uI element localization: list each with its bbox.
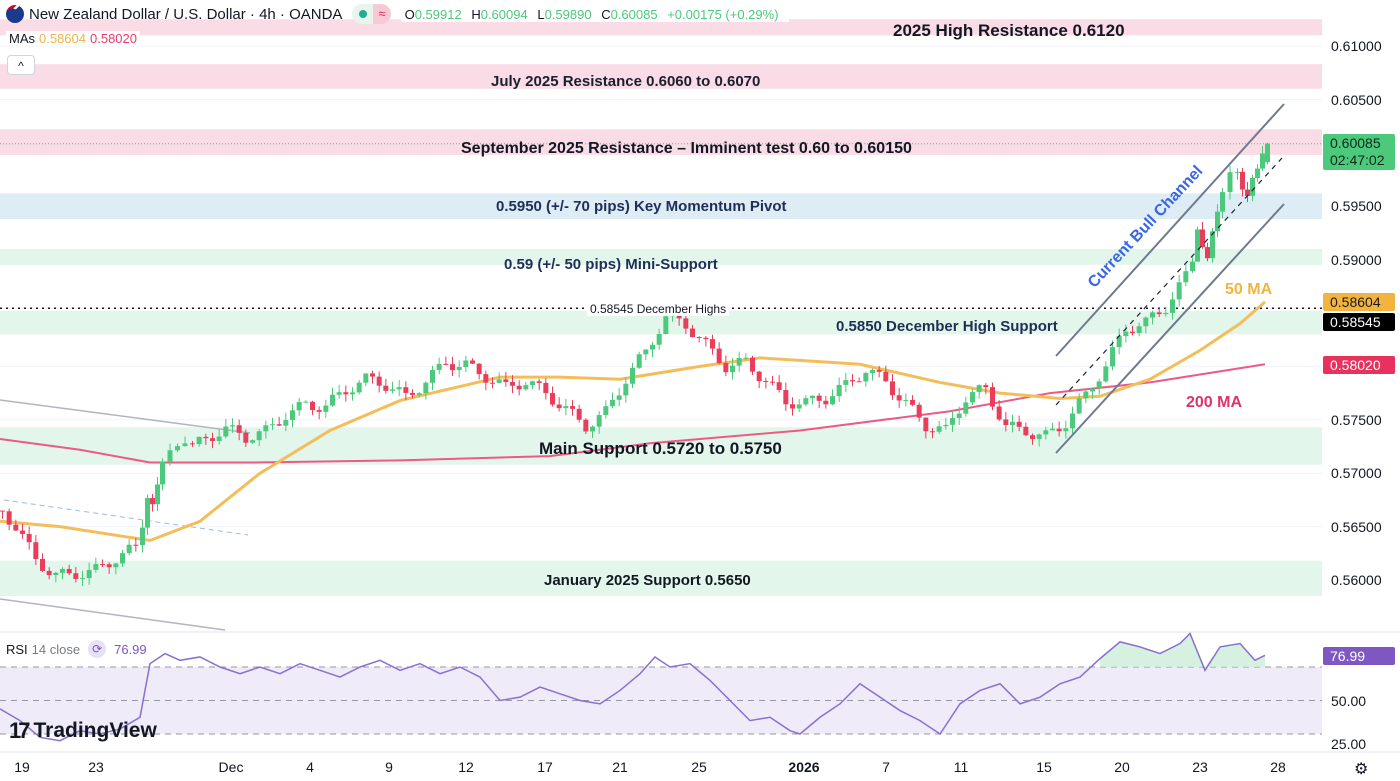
rsi-tick: 50.00 bbox=[1331, 693, 1367, 709]
annotation-july-2025-resistance: July 2025 Resistance 0.6060 to 0.6070 bbox=[491, 73, 761, 90]
price-tick: 0.61000 bbox=[1331, 38, 1382, 54]
collapse-legend-button[interactable]: ^ bbox=[7, 55, 35, 75]
ma200-price-tag: 0.58020 bbox=[1323, 356, 1395, 374]
rsi-label: RSI bbox=[6, 641, 28, 657]
december-high-price-tag: 0.58545 bbox=[1323, 313, 1395, 331]
annotation-main-support: Main Support 0.5720 to 0.5750 bbox=[539, 439, 782, 458]
change-value: +0.00175 (+0.29%) bbox=[667, 6, 779, 22]
gear-icon[interactable]: ⚙ bbox=[1354, 761, 1369, 778]
price-tick: 0.57000 bbox=[1331, 465, 1382, 481]
time-tick: 23 bbox=[1192, 759, 1208, 775]
annotation-sept-2025-resistance: September 2025 Resistance – Imminent tes… bbox=[461, 140, 912, 157]
rsi-tick: 25.00 bbox=[1331, 736, 1367, 752]
market-status-pill[interactable]: ≈ bbox=[352, 4, 391, 24]
rsi-value-tag: 76.99 bbox=[1323, 647, 1395, 665]
chevron-up-icon: ^ bbox=[18, 59, 24, 73]
rsi-params: 14 close bbox=[31, 641, 81, 657]
time-tick: 17 bbox=[537, 759, 553, 775]
market-open-dot-icon bbox=[359, 10, 368, 18]
annotation-key-momentum-pivot: 0.5950 (+/- 70 pips) Key Momentum Pivot bbox=[496, 198, 787, 215]
ma200-value: 0.58020 bbox=[90, 31, 137, 46]
nzd-usd-flag-icon bbox=[6, 5, 24, 23]
price-tick: 0.57500 bbox=[1331, 412, 1382, 428]
close-label: C bbox=[601, 6, 611, 22]
moving-averages-legend[interactable]: MAs 0.58604 0.58020 bbox=[6, 31, 140, 46]
refresh-cycle-icon: ⟳ bbox=[88, 640, 107, 658]
close-value: 0.60085 bbox=[610, 6, 658, 22]
tradingview-wordmark: TradingView bbox=[33, 719, 157, 742]
annotation-200-ma: 200 MA bbox=[1186, 394, 1243, 411]
annotation-2025-high-resistance: 2025 High Resistance 0.6120 bbox=[893, 21, 1125, 40]
rsi-legend[interactable]: RSI 14 close ⟳ 76.99 bbox=[6, 640, 147, 658]
time-tick: 9 bbox=[385, 759, 393, 775]
price-tick: 0.56000 bbox=[1331, 572, 1382, 588]
ohlc-values: O0.59912 H0.60094 L0.59890 C0.60085 +0.0… bbox=[400, 6, 789, 22]
price-tick: 0.56500 bbox=[1331, 519, 1382, 535]
annotation-december-highs: 0.58545 December Highs bbox=[587, 302, 730, 316]
mas-label: MAs bbox=[9, 31, 35, 46]
time-tick: 15 bbox=[1036, 759, 1052, 775]
ma50-price-tag: 0.58604 bbox=[1323, 293, 1395, 311]
time-tick: 7 bbox=[882, 759, 890, 775]
last-price-value: 0.60085 bbox=[1330, 135, 1381, 151]
tradingview-logo[interactable]: 17 TradingView bbox=[9, 718, 157, 744]
time-tick: 25 bbox=[691, 759, 707, 775]
time-tick-year: 2026 bbox=[788, 759, 820, 775]
last-price-tag: 0.60085 02:47:02 bbox=[1323, 134, 1395, 170]
price-tick: 0.59000 bbox=[1331, 252, 1382, 268]
time-tick: 20 bbox=[1114, 759, 1130, 775]
tradingview-mark-icon: 17 bbox=[9, 718, 31, 743]
price-tick: 0.59500 bbox=[1331, 198, 1382, 214]
low-value: 0.59890 bbox=[544, 6, 592, 22]
annotation-50-ma: 50 MA bbox=[1225, 281, 1273, 298]
bar-countdown: 02:47:02 bbox=[1330, 152, 1385, 168]
time-tick: 21 bbox=[612, 759, 628, 775]
wave-icon: ≈ bbox=[373, 4, 391, 24]
time-tick: 4 bbox=[306, 759, 314, 775]
symbol-title[interactable]: New Zealand Dollar / U.S. Dollar · 4h · … bbox=[29, 5, 343, 23]
time-tick: 11 bbox=[953, 759, 969, 775]
time-tick: 28 bbox=[1270, 759, 1286, 775]
ma50-value: 0.58604 bbox=[39, 31, 86, 46]
annotation-mini-support: 0.59 (+/- 50 pips) Mini-Support bbox=[504, 256, 718, 273]
high-value: 0.60094 bbox=[480, 6, 528, 22]
annotation-december-high-support: 0.5850 December High Support bbox=[836, 318, 1058, 335]
rsi-value: 76.99 bbox=[114, 641, 147, 657]
time-tick: 12 bbox=[458, 759, 474, 775]
low-label: L bbox=[537, 6, 545, 22]
price-tick: 0.60500 bbox=[1331, 92, 1382, 108]
open-value: 0.59912 bbox=[414, 6, 462, 22]
time-tick: 23 bbox=[88, 759, 104, 775]
symbol-legend: New Zealand Dollar / U.S. Dollar · 4h · … bbox=[6, 4, 789, 24]
annotation-january-2025-support: January 2025 Support 0.5650 bbox=[544, 572, 751, 589]
time-tick: 19 bbox=[14, 759, 30, 775]
open-label: O bbox=[404, 6, 415, 22]
time-tick: Dec bbox=[218, 759, 244, 775]
high-label: H bbox=[471, 6, 481, 22]
